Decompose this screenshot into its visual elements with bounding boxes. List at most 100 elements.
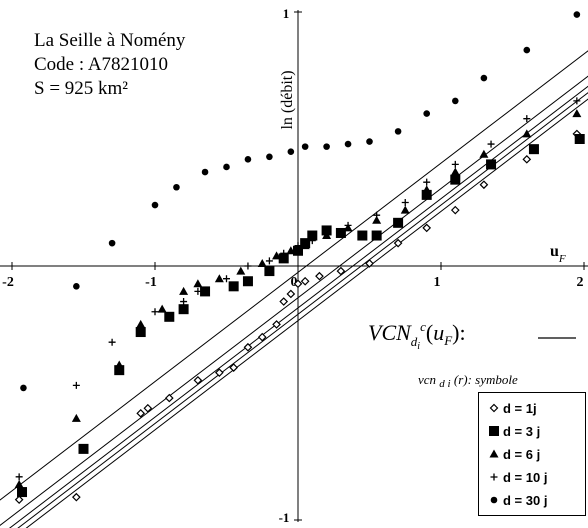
data-point-dot — [287, 148, 295, 155]
data-point-diamond — [522, 154, 532, 164]
data-point-plus — [72, 381, 80, 389]
legend-label: d = 1j — [503, 400, 537, 416]
legend-item: d = 10 j — [487, 467, 547, 487]
data-point-plus — [244, 262, 252, 270]
data-point-square — [17, 487, 28, 498]
data-point-dot — [266, 153, 273, 161]
data-point-plus — [373, 211, 381, 219]
legend-marker-diamond — [489, 403, 499, 413]
data-point-square — [486, 159, 497, 170]
data-point-dot — [173, 183, 180, 191]
data-point-triangle — [400, 205, 410, 214]
data-point-diamond — [272, 320, 281, 329]
data-point-dot — [366, 138, 373, 145]
data-point-plus — [15, 473, 23, 481]
svg-text:vcn d i (r): symbole: vcn d i (r): symbole — [418, 372, 518, 390]
data-point-square — [135, 327, 146, 338]
data-point-triangle — [572, 109, 582, 118]
series-diamond — [14, 129, 582, 505]
data-point-square — [528, 144, 539, 155]
legend-item: d = 6 j — [487, 444, 540, 464]
data-points — [14, 11, 585, 505]
x-tick-label: 2 — [577, 275, 584, 290]
data-point-diamond — [164, 393, 174, 403]
data-point-diamond — [279, 297, 289, 306]
data-point-square — [278, 253, 289, 264]
data-point-triangle — [114, 360, 124, 369]
data-point-plus — [573, 97, 581, 105]
data-point-dot — [480, 74, 488, 82]
data-point-triangle — [136, 319, 146, 328]
data-point-plus — [401, 199, 409, 206]
data-point-square — [421, 189, 432, 200]
y-tick-label: -1 — [279, 510, 290, 525]
data-point-dot — [452, 97, 459, 105]
data-point-dot — [523, 46, 531, 54]
axis-ticks: -2 -1 0 1 2 -1 1 — [2, 6, 585, 525]
data-point-diamond — [450, 205, 460, 215]
x-tick-label: 0 — [291, 275, 298, 290]
legend-symbol-square — [487, 424, 503, 438]
data-point-triangle — [236, 266, 246, 275]
series-dot — [20, 11, 581, 392]
data-point-dot — [394, 128, 402, 135]
data-point-diamond — [422, 223, 432, 233]
data-point-dot — [244, 156, 252, 163]
legend-marker-plus — [490, 473, 498, 481]
data-point-triangle — [450, 167, 460, 176]
x-tick-label: -1 — [145, 275, 157, 290]
x-tick-label: 1 — [434, 275, 441, 290]
data-point-diamond — [365, 259, 374, 268]
legend-marker-square — [489, 426, 499, 436]
data-point-square — [450, 174, 461, 185]
data-point-diamond — [143, 403, 153, 413]
data-point-square — [164, 311, 175, 322]
legend-symbol-diamond — [487, 401, 503, 415]
data-point-dot — [108, 239, 116, 247]
x-axis-label: uF — [550, 243, 566, 265]
legend-item: d = 30 j — [487, 490, 547, 510]
svg-text:VCNdic(uF):: VCNdic(uF): — [368, 319, 466, 352]
data-point-plus — [323, 229, 331, 237]
legend-symbol-triangle — [487, 447, 503, 461]
series-triangle — [14, 109, 582, 488]
data-point-square — [371, 230, 382, 241]
data-point-square — [393, 217, 404, 228]
legend-label: d = 3 j — [503, 423, 541, 439]
data-point-plus — [180, 298, 188, 306]
data-point-plus — [308, 237, 316, 245]
data-point-triangle — [522, 129, 532, 138]
data-point-triangle — [71, 413, 81, 422]
symbol-description: vcn d i (r): symbole — [418, 372, 518, 390]
data-point-diamond — [315, 271, 324, 281]
data-point-square — [114, 365, 125, 376]
data-point-diamond — [243, 342, 253, 352]
y-tick-label: 1 — [283, 6, 290, 21]
data-point-dot — [20, 384, 27, 392]
data-point-diamond — [336, 266, 346, 276]
data-point-plus — [194, 287, 202, 295]
data-point-triangle — [257, 258, 267, 267]
fit-lines-label: VCNdic(uF): — [368, 319, 576, 352]
data-point-plus — [451, 160, 459, 168]
data-point-dot — [151, 201, 159, 209]
data-point-diamond — [257, 332, 267, 342]
x-tick-label: -2 — [2, 275, 14, 290]
data-point-diamond — [300, 276, 310, 286]
data-point-dot — [423, 110, 431, 117]
data-point-triangle — [372, 215, 382, 224]
data-point-dot — [323, 143, 330, 150]
data-point-plus — [108, 338, 116, 346]
legend-symbol-plus — [487, 470, 503, 484]
data-point-square — [357, 230, 368, 241]
data-point-plus — [487, 140, 495, 148]
data-point-triangle — [214, 274, 224, 283]
data-point-diamond — [229, 363, 238, 372]
station-name: La Seille à Nomény — [34, 30, 186, 51]
data-point-dot — [73, 283, 80, 290]
data-point-triangle — [300, 241, 310, 250]
data-point-dot — [573, 11, 581, 18]
data-point-dot — [223, 163, 230, 171]
data-point-plus — [151, 308, 159, 316]
data-point-plus — [523, 115, 531, 123]
